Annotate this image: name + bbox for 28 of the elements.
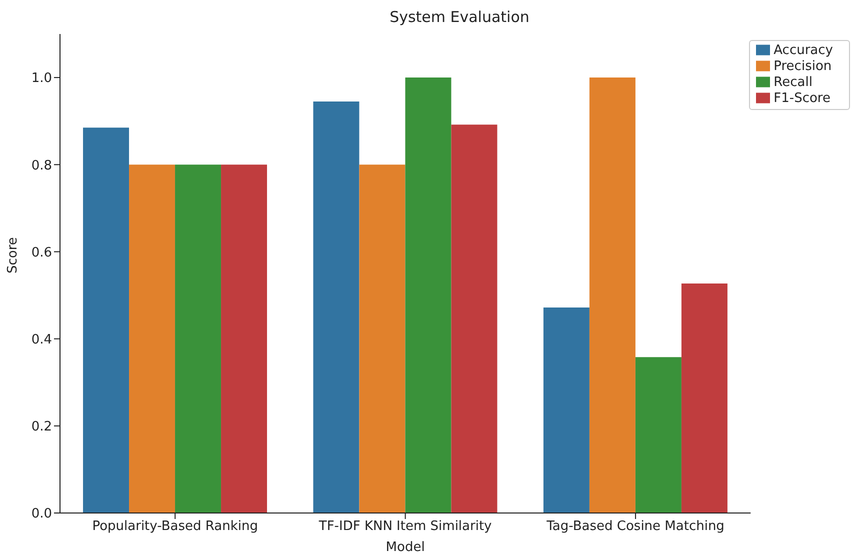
y-axis-title: Score [6,237,21,274]
legend-label: Accuracy [774,43,833,58]
bar [129,164,176,513]
y-tick-label: 1.0 [31,71,52,86]
y-tick-label: 0.8 [31,158,52,174]
x-tick-label: Popularity-Based Ranking [92,519,258,534]
bar [451,124,498,513]
x-axis-title: Model [386,540,425,555]
y-tick-label: 0.2 [31,420,52,435]
bar [221,164,268,513]
legend-label: Precision [774,59,832,74]
x-tick-label: TF-IDF KNN Item Similarity [318,519,492,534]
bar [313,101,360,513]
x-tick-label: Tag-Based Cosine Matching [546,519,724,534]
bar [543,307,590,513]
bar [175,164,222,513]
bar [681,284,728,513]
y-tick-label: 0.0 [31,506,52,522]
legend-label: F1-Score [774,91,830,106]
legend-label: Recall [774,75,812,90]
bar [83,128,130,513]
y-tick-label: 0.4 [31,332,52,348]
bar [589,78,636,513]
bar [405,78,452,513]
chart-title: System Evaluation [388,8,530,26]
y-tick-label: 0.6 [31,245,52,260]
bar [359,164,406,513]
bar [635,357,682,513]
